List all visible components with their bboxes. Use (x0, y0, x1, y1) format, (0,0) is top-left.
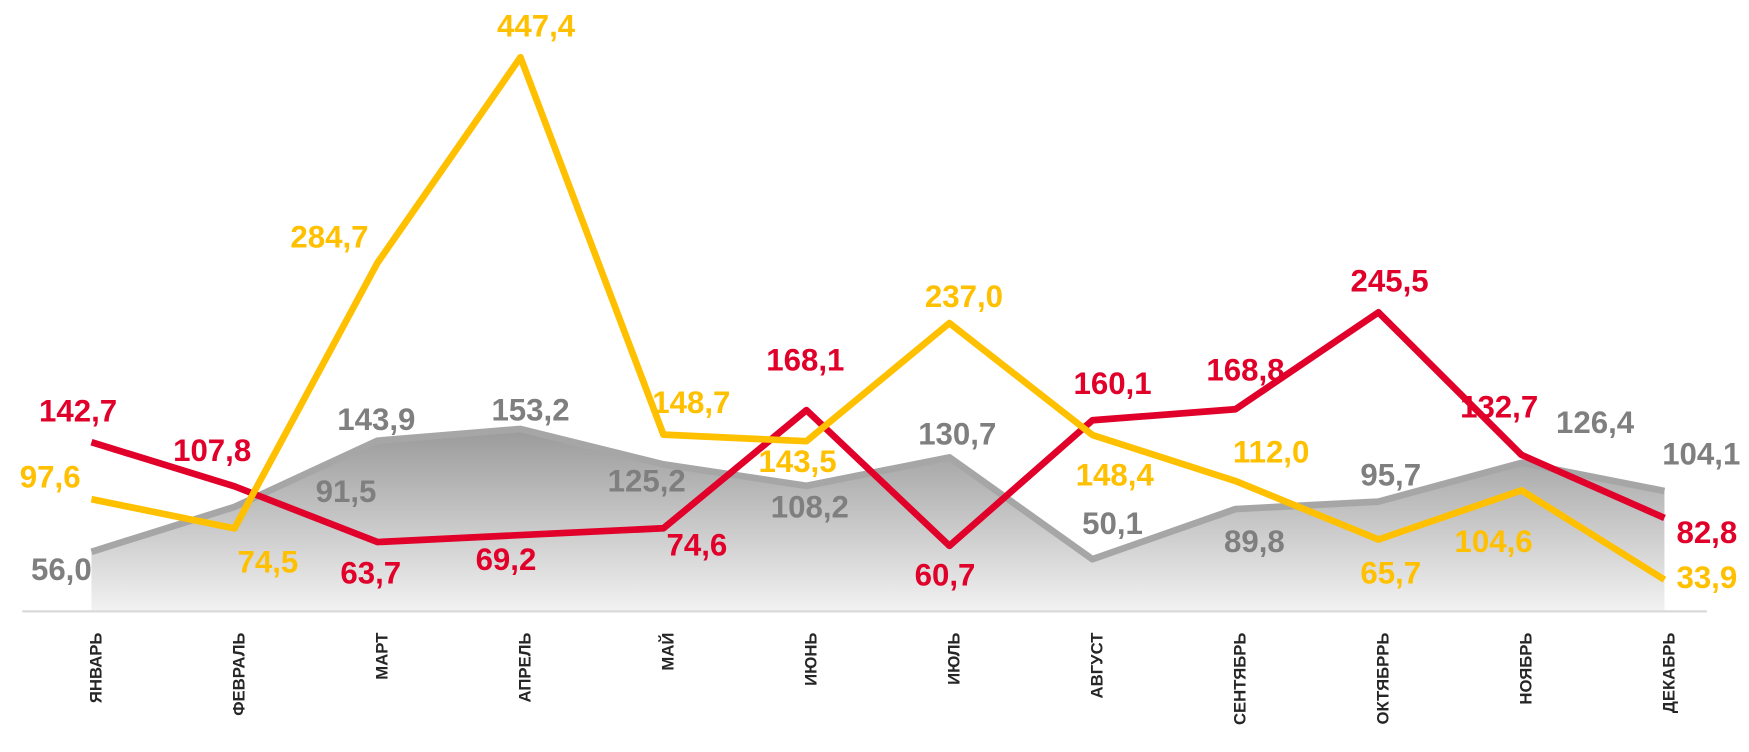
data-label: 107,8 (173, 433, 251, 468)
data-label: 97,6 (20, 459, 81, 494)
x-tick-label: ФЕВРАЛЬ (229, 633, 248, 716)
x-tick-label: МАЙ (658, 633, 677, 671)
data-label: 95,7 (1360, 457, 1421, 492)
data-label: 153,2 (491, 392, 569, 427)
x-tick-label: ОКТЯБРРЬ (1373, 633, 1392, 725)
data-label: 132,7 (1460, 389, 1538, 424)
x-tick-label: ДЕКАБРЬ (1659, 633, 1678, 714)
data-label: 130,7 (918, 416, 996, 451)
data-label: 63,7 (340, 556, 401, 591)
data-label: 237,0 (925, 279, 1003, 314)
x-tick-label: АВГУСТ (1087, 632, 1106, 699)
data-label: 284,7 (290, 220, 368, 255)
data-label: 245,5 (1351, 264, 1429, 299)
data-label: 69,2 (476, 542, 537, 577)
data-label: 142,7 (39, 393, 117, 428)
area-outline (90, 425, 1666, 563)
line (90, 53, 1667, 583)
data-label: 148,4 (1076, 458, 1155, 493)
data-label: 65,7 (1360, 555, 1421, 590)
data-label: 33,9 (1676, 560, 1737, 595)
data-label: 104,6 (1455, 524, 1533, 559)
data-label: 50,1 (1082, 506, 1143, 541)
x-tick-label: ЯНВАРЬ (86, 633, 105, 704)
x-tick-label: НОЯБРЬ (1516, 633, 1535, 705)
data-label: 60,7 (915, 557, 976, 592)
data-label: 108,2 (771, 489, 849, 524)
data-label: 160,1 (1073, 366, 1151, 401)
x-tick-label: ИЮНЬ (801, 633, 820, 686)
line (90, 309, 1666, 550)
data-label: 82,8 (1676, 515, 1737, 550)
data-label: 74,6 (667, 527, 728, 562)
data-label: 126,4 (1556, 405, 1635, 440)
data-label: 447,4 (497, 9, 576, 44)
data-label: 112,0 (1233, 434, 1309, 469)
x-tick-label: МАРТ (372, 632, 391, 680)
x-tick-label: ИЮЛЬ (944, 633, 963, 685)
data-label: 143,5 (758, 444, 836, 479)
data-label: 168,8 (1206, 353, 1284, 388)
data-label: 143,9 (337, 402, 415, 437)
data-label: 91,5 (316, 474, 377, 509)
data-label: 56,0 (31, 552, 92, 587)
data-label: 104,1 (1662, 437, 1740, 472)
x-tick-label: СЕНТЯБРЬ (1230, 633, 1249, 726)
data-label: 168,1 (766, 342, 844, 377)
area (91, 428, 1665, 612)
x-tick-label: АПРЕЛЬ (515, 633, 534, 703)
data-label: 148,7 (652, 385, 730, 420)
plot-area: 56,0 91,5 143,9 153,2 125,2 108,2 130,7 50,1 89,… (20, 9, 1741, 726)
data-label: 74,5 (238, 544, 299, 579)
data-label: 125,2 (608, 464, 686, 499)
data-label: 89,8 (1224, 524, 1285, 559)
